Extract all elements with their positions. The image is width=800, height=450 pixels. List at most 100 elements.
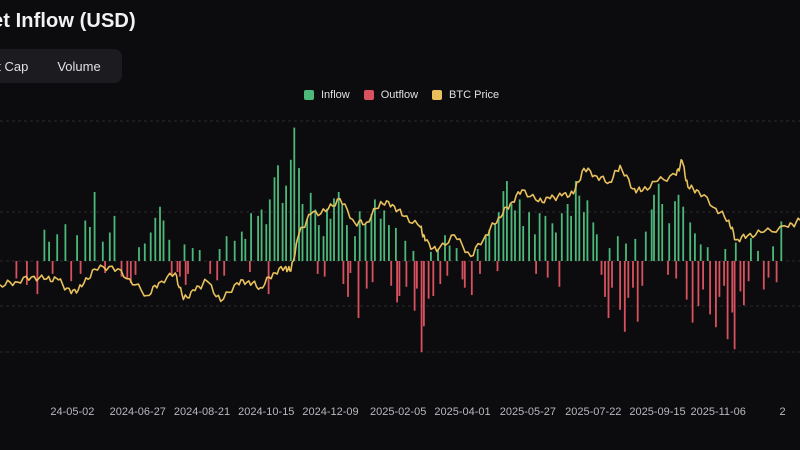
inflow-bar[interactable] <box>430 251 432 261</box>
outflow-bar[interactable] <box>79 261 82 274</box>
outflow-bar[interactable] <box>249 261 251 272</box>
outflow-bar[interactable] <box>432 261 435 296</box>
outflow-bar[interactable] <box>767 261 770 278</box>
inflow-bar[interactable] <box>506 181 508 261</box>
outflow-bar[interactable] <box>739 261 742 292</box>
inflow-bar[interactable] <box>388 225 390 261</box>
inflow-bar[interactable] <box>689 222 692 261</box>
inflow-bar[interactable] <box>314 209 317 262</box>
inflow-bar[interactable] <box>780 221 783 261</box>
inflow-bar[interactable] <box>510 204 513 261</box>
outflow-bar[interactable] <box>223 261 226 276</box>
outflow-bar[interactable] <box>607 261 610 318</box>
inflow-bar[interactable] <box>484 236 487 261</box>
outflow-bar[interactable] <box>216 261 219 281</box>
inflow-bar[interactable] <box>455 248 458 261</box>
outflow-bar[interactable] <box>611 261 613 288</box>
outflow-bar[interactable] <box>126 261 129 279</box>
outflow-bar[interactable] <box>726 261 729 340</box>
outflow-bar[interactable] <box>715 261 717 328</box>
inflow-bar[interactable] <box>265 224 268 261</box>
inflow-bar[interactable] <box>43 229 46 261</box>
outflow-bar[interactable] <box>405 261 408 287</box>
inflow-bar[interactable] <box>544 215 547 261</box>
outflow-bar[interactable] <box>104 261 106 273</box>
inflow-bar[interactable] <box>560 213 563 261</box>
outflow-bar[interactable] <box>479 261 481 274</box>
inflow-bar[interactable] <box>364 224 367 261</box>
inflow-bar[interactable] <box>93 192 96 261</box>
legend-item-btc-price[interactable]: BTC Price <box>432 89 499 101</box>
inflow-bar[interactable] <box>113 215 116 261</box>
tab-market-cap[interactable]: et Cap <box>0 58 29 74</box>
inflow-bar[interactable] <box>494 223 497 261</box>
inflow-bar[interactable] <box>502 191 505 261</box>
inflow-bar[interactable] <box>551 223 554 261</box>
inflow-bar[interactable] <box>724 249 727 261</box>
inflow-bar[interactable] <box>528 212 530 261</box>
inflow-bar[interactable] <box>750 238 752 261</box>
outflow-bar[interactable] <box>26 261 28 285</box>
inflow-bar[interactable] <box>309 192 312 261</box>
inflow-bar[interactable] <box>677 194 680 261</box>
inflow-bar[interactable] <box>694 233 696 261</box>
outflow-bar[interactable] <box>416 261 418 289</box>
outflow-bar[interactable] <box>396 261 398 303</box>
inflow-bar[interactable] <box>240 231 243 261</box>
inflow-bar[interactable] <box>354 236 356 261</box>
inflow-bar[interactable] <box>616 236 619 261</box>
outflow-bar[interactable] <box>636 261 639 322</box>
inflow-bar[interactable] <box>273 177 276 261</box>
inflow-bar[interactable] <box>159 206 161 261</box>
outflow-bar[interactable] <box>702 261 704 290</box>
inflow-bar[interactable] <box>260 209 263 262</box>
inflow-bar[interactable] <box>534 234 536 261</box>
inflow-bar[interactable] <box>476 249 479 261</box>
inflow-bar[interactable] <box>244 238 247 261</box>
outflow-bar[interactable] <box>685 261 688 300</box>
outflow-bar[interactable] <box>675 261 678 279</box>
outflow-bar[interactable] <box>357 261 360 318</box>
outflow-bar[interactable] <box>775 261 778 283</box>
outflow-bar[interactable] <box>36 261 39 295</box>
outflow-bar[interactable] <box>342 261 345 284</box>
inflow-bar[interactable] <box>56 234 59 261</box>
inflow-bar[interactable] <box>191 248 194 261</box>
outflow-bar[interactable] <box>619 261 621 310</box>
outflow-bar[interactable] <box>179 261 181 277</box>
inflow-bar[interactable] <box>583 212 585 261</box>
inflow-bar[interactable] <box>574 181 577 261</box>
outflow-bar[interactable] <box>623 261 626 332</box>
inflow-bar[interactable] <box>64 224 67 261</box>
inflow-bar[interactable] <box>337 192 340 261</box>
legend-item-outflow[interactable]: Outflow <box>363 89 418 101</box>
inflow-bar[interactable] <box>108 232 111 262</box>
outflow-bar[interactable] <box>747 261 750 282</box>
outflow-bar[interactable] <box>51 261 54 274</box>
inflow-bar[interactable] <box>301 204 304 261</box>
outflow-bar[interactable] <box>365 261 368 289</box>
inflow-bar[interactable] <box>143 243 146 262</box>
outflow-bar[interactable] <box>70 261 73 282</box>
inflow-bar[interactable] <box>198 250 201 261</box>
inflow-bar[interactable] <box>293 127 296 261</box>
outflow-bar[interactable] <box>535 261 537 274</box>
inflow-bar[interactable] <box>76 235 78 261</box>
outflow-bar[interactable] <box>413 261 416 311</box>
inflow-bar[interactable] <box>514 210 516 261</box>
inflow-bar[interactable] <box>625 243 627 262</box>
outflow-bar[interactable] <box>176 261 179 272</box>
outflow-bar[interactable] <box>316 261 319 274</box>
outflow-bar[interactable] <box>709 261 711 315</box>
outflow-bar[interactable] <box>743 261 745 306</box>
inflow-bar[interactable] <box>329 218 332 261</box>
outflow-bar[interactable] <box>390 261 393 286</box>
inflow-bar[interactable] <box>341 204 344 261</box>
legend-item-inflow[interactable]: Inflow <box>304 89 350 101</box>
tab-volume[interactable]: Volume <box>57 58 101 74</box>
inflow-bar[interactable] <box>101 241 104 261</box>
inflow-bar[interactable] <box>734 242 737 261</box>
inflow-bar[interactable] <box>570 215 572 261</box>
inflow-bar[interactable] <box>595 234 598 261</box>
outflow-bar[interactable] <box>632 261 634 288</box>
